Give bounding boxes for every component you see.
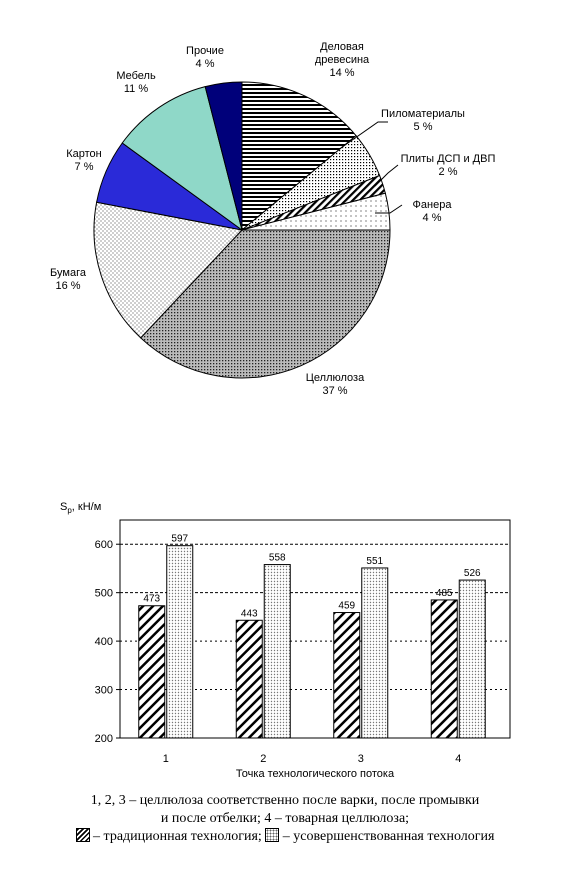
legend-swatch-hatch [75,828,90,842]
pie-slice-5 [139,229,391,379]
x-tick-label-3: 3 [358,753,364,765]
pie-label-3: Плиты ДСП и ДВП 2 % [401,153,496,178]
bar-labels: 200 300 400 500 600 Sp, кН/м Точка технологиче… [60,501,481,780]
bar-4-s1 [430,599,458,739]
y-tick-label-300: 300 [95,685,113,697]
bar-value-label-1-s2: 597 [171,534,188,545]
legend-label-improved: – усовершенствованная технология [282,829,495,844]
caption-line-1: 1, 2, 3 – целлюлоза соответственно после… [90,793,480,808]
legend: – традиционная технология; – усовершенст… [0,828,570,846]
bar-1-s2 [166,545,194,739]
bar-marks [138,545,486,739]
bar-value-label-1-s1: 473 [143,594,160,605]
bar-3-s1 [333,612,361,739]
legend-label-traditional: – традиционная технология; [93,829,262,844]
pie-slice-1 [241,81,357,232]
bar-4-s2 [458,579,486,739]
bar-value-label-3-s1: 459 [338,601,355,612]
pie-label-6: Бумага 16 % [50,267,87,292]
pie-label-2: Пиломатериалы 5 % [381,108,465,133]
pie-labels: Деловая древесина 14 % Пиломатериалы 5 % Плит… [50,41,495,397]
caption-line-2: и после отбелки; 4 – товарная целлюлоза; [160,811,410,826]
pie-slice-8 [121,86,243,232]
leader-line-fanera [375,204,403,214]
pie-label-9: Прочие 4 % [186,45,224,70]
bar-2-s1 [235,619,263,739]
y-tick-label-600: 600 [95,539,113,551]
legend-swatch-dots [265,828,280,842]
x-tick-label-2: 2 [260,753,266,765]
bar-2-s2 [263,564,291,739]
pie-leaders [337,121,403,214]
bar-chart: 200 300 400 500 600 Sp, кН/м Точка технологиче… [60,501,511,780]
x-tick-label-1: 1 [163,753,169,765]
x-axis-label: Точка технологического потока [236,768,395,780]
bar-value-label-3-s2: 551 [366,556,383,567]
bar-value-label-4-s1: 485 [436,588,453,599]
pie-slices [93,81,391,379]
bar-value-label-2-s1: 443 [241,608,258,619]
bar-value-label-2-s2: 558 [269,553,286,564]
y-tick-label-400: 400 [95,636,113,648]
pie-label-8: Мебель 11 % [116,70,156,95]
bar-value-label-4-s2: 526 [464,568,481,579]
pie-label-7: Картон 7 % [66,148,102,173]
pie-label-5: Целлюлоза 37 % [306,372,365,397]
plot-frame [119,519,511,739]
y-tick-label-200: 200 [95,733,113,745]
leader-line-plity [374,164,399,187]
bar-1-s1 [138,605,166,739]
pie-slice-6 [93,201,243,339]
leader-line-pilo [337,121,388,151]
bar-3-s2 [361,567,389,739]
y-tick-label-500: 500 [95,588,113,600]
x-tick-label-4: 4 [455,753,461,765]
pie-label-4: Фанера 4 % [413,199,453,224]
pie-label-1: Деловая древесина 14 % [315,41,370,79]
pie-chart: Деловая древесина 14 % Пиломатериалы 5 % Плит… [50,41,495,397]
y-axis-label: Sp, кН/м [60,501,101,515]
pie-slice-9 [204,81,243,231]
